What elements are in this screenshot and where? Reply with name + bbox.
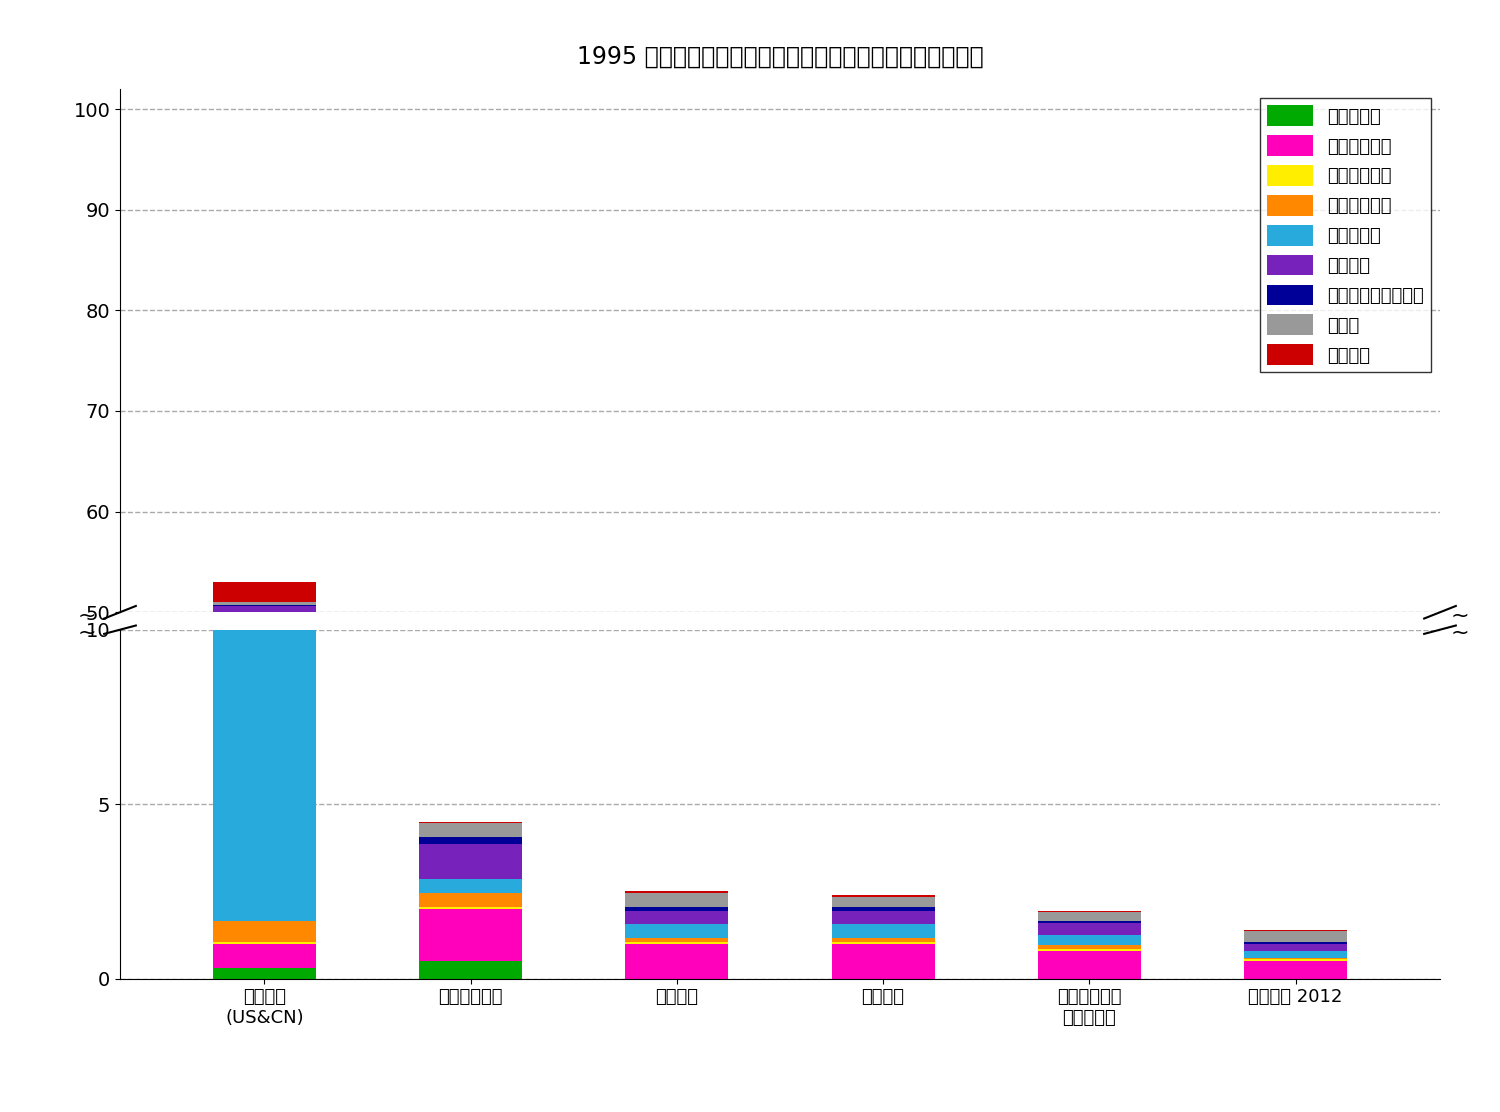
Bar xyxy=(419,909,522,961)
Bar xyxy=(626,944,729,979)
Bar xyxy=(1038,951,1142,979)
Bar xyxy=(419,1086,522,1091)
Bar xyxy=(1244,932,1347,942)
Bar xyxy=(626,939,729,942)
Bar xyxy=(626,892,729,893)
Bar xyxy=(1244,1102,1347,1105)
Bar xyxy=(419,823,522,837)
Bar xyxy=(419,1095,522,1111)
Text: 1995 年度の世界環境負荷標準における環境負荷均等化数値: 1995 年度の世界環境負荷標準における環境負荷均等化数値 xyxy=(576,44,984,69)
Bar xyxy=(1038,1096,1142,1099)
Bar xyxy=(831,911,934,924)
Bar xyxy=(831,924,934,939)
Bar xyxy=(419,880,522,893)
Text: ~: ~ xyxy=(78,606,96,626)
Bar xyxy=(626,893,729,907)
Bar xyxy=(626,911,729,924)
Bar xyxy=(831,907,934,911)
Bar xyxy=(831,1100,934,1104)
Bar xyxy=(213,1099,316,1105)
Bar xyxy=(1244,1111,1347,1112)
Bar xyxy=(1244,960,1347,961)
Bar xyxy=(213,607,316,921)
Bar xyxy=(626,1091,729,1095)
Bar xyxy=(419,1074,522,1076)
Bar xyxy=(1244,961,1347,979)
Bar xyxy=(626,1100,729,1104)
Bar xyxy=(213,1105,316,1112)
Bar xyxy=(213,942,316,944)
Bar xyxy=(419,961,522,979)
Bar xyxy=(1038,949,1142,951)
Bar xyxy=(1038,912,1142,921)
Bar xyxy=(213,0,316,607)
Bar xyxy=(831,1105,934,1112)
Bar xyxy=(1244,951,1347,957)
Bar xyxy=(213,944,316,969)
Bar xyxy=(1244,942,1347,944)
Bar xyxy=(1038,1108,1142,1112)
Bar xyxy=(213,582,316,602)
Text: ~: ~ xyxy=(1450,606,1468,626)
Bar xyxy=(1244,944,1347,951)
Bar xyxy=(831,895,934,896)
Bar xyxy=(1038,911,1142,912)
Text: ~: ~ xyxy=(1450,623,1468,643)
Bar xyxy=(831,939,934,942)
Bar xyxy=(626,907,729,911)
Bar xyxy=(626,1095,729,1100)
Bar xyxy=(213,921,316,942)
Bar xyxy=(1038,945,1142,949)
Bar xyxy=(419,1111,522,1112)
Bar xyxy=(419,822,522,823)
Bar xyxy=(419,1091,522,1095)
Bar xyxy=(213,606,316,1009)
Bar xyxy=(1244,957,1347,960)
Bar xyxy=(831,896,934,907)
Bar xyxy=(1244,1105,1347,1108)
Bar xyxy=(213,969,316,979)
Bar xyxy=(419,837,522,844)
Legend: 地球温暖化, 非生物的消耗, オゾン層破壊, 人体への影響, 天然水汚染, 土壌汚染, 光化学オキシダント, 酸性化, 富栄養化: 地球温暖化, 非生物的消耗, オゾン層破壊, 人体への影響, 天然水汚染, 土壌… xyxy=(1260,98,1431,373)
Bar xyxy=(626,1105,729,1112)
Bar xyxy=(419,893,522,907)
Bar xyxy=(419,907,522,909)
Bar xyxy=(626,942,729,944)
Bar xyxy=(1038,935,1142,945)
Bar xyxy=(419,1076,522,1086)
Bar xyxy=(213,1009,316,1099)
Bar xyxy=(831,942,934,944)
Bar xyxy=(1038,923,1142,935)
Bar xyxy=(1244,1108,1347,1110)
Bar xyxy=(626,924,729,939)
Bar xyxy=(1038,921,1142,923)
Bar xyxy=(419,1071,522,1074)
Bar xyxy=(1038,1103,1142,1105)
Bar xyxy=(213,602,316,605)
Bar xyxy=(419,844,522,880)
Text: ~: ~ xyxy=(78,623,96,643)
Bar xyxy=(1244,930,1347,932)
Bar xyxy=(831,1092,934,1095)
Bar xyxy=(831,1095,934,1100)
Bar xyxy=(831,944,934,979)
Bar xyxy=(1038,1100,1142,1103)
